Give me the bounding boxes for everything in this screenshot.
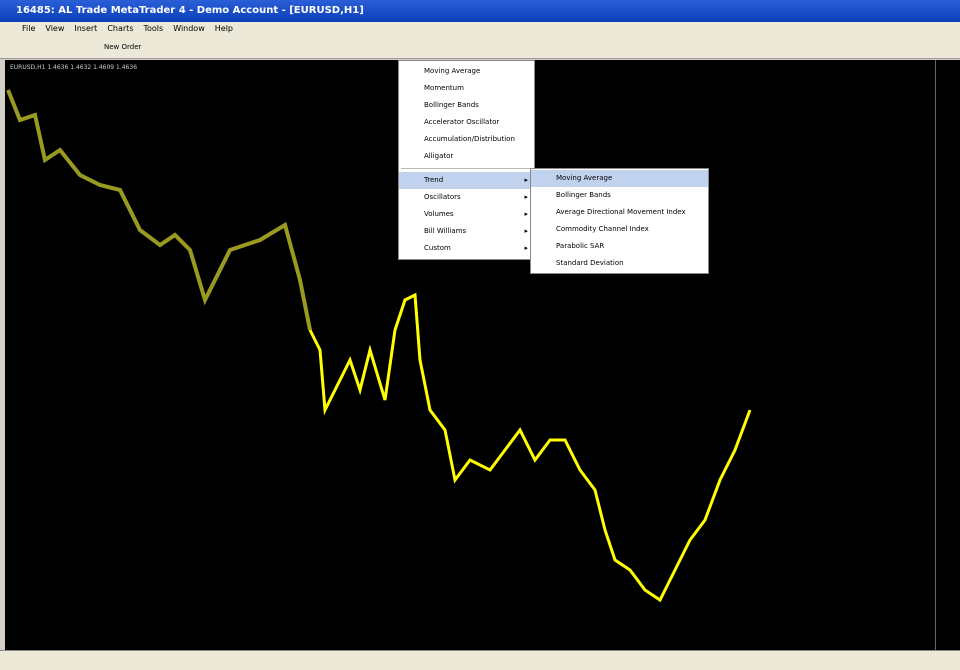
trend-submenu: Moving Average Bollinger Bands Average Dir… <box>530 168 709 274</box>
submenu-arrow: ▸ <box>524 193 528 201</box>
toolbar: New Order <box>0 36 960 59</box>
price-bars-old <box>6 89 312 331</box>
menu-item[interactable]: Bollinger Bands <box>424 101 479 109</box>
menu-item[interactable]: Insert <box>74 24 98 33</box>
submenu-item[interactable]: Trend ▸ <box>399 172 534 189</box>
menu-item[interactable]: Window <box>173 24 205 33</box>
menu-item[interactable]: Commodity Channel Index <box>556 225 649 233</box>
menu-item[interactable]: Bollinger Bands <box>556 191 611 199</box>
submenu-arrow: ▸ <box>524 227 528 235</box>
separator <box>401 168 532 169</box>
submenu-arrow: ▸ <box>524 176 528 184</box>
menu-item[interactable]: View <box>45 24 65 33</box>
submenu-item[interactable]: Oscillators ▸ <box>399 189 534 206</box>
menu-item[interactable]: Help <box>214 24 233 33</box>
new-order-button[interactable]: New Order <box>104 43 142 51</box>
menu-item[interactable]: Parabolic SAR <box>556 242 605 250</box>
price-axis <box>935 60 960 650</box>
menu-item[interactable]: Charts <box>107 24 134 33</box>
submenu-arrow: ▸ <box>524 210 528 218</box>
menu-item[interactable]: Standard Deviation <box>556 259 624 267</box>
price-plot <box>6 89 752 603</box>
submenu-item[interactable]: Bill Williams ▸ <box>399 223 534 240</box>
menu-item[interactable]: Momentum <box>424 84 464 92</box>
menu-item[interactable]: Moving Average <box>531 170 708 187</box>
menu-item[interactable]: File <box>22 24 36 33</box>
indicators-menu: Moving Average Momentum Bollinger Bands Acc… <box>398 60 535 260</box>
time-axis <box>0 650 960 670</box>
symbol-info: EURUSD,H1 1.4636 1.4632 1.4609 1.4636 <box>10 64 138 71</box>
submenu-arrow: ▸ <box>524 244 528 252</box>
menu-item[interactable]: Tools <box>143 24 164 33</box>
menu-item[interactable]: Accelerator Oscillator <box>424 118 500 126</box>
menu-item[interactable]: Average Directional Movement Index <box>556 208 686 216</box>
price-bars <box>308 292 752 603</box>
menu-item[interactable]: Moving Average <box>424 67 481 75</box>
title-bar: 16485: AL Trade MetaTrader 4 - Demo Acco… <box>0 0 960 22</box>
submenu-item[interactable]: Custom ▸ <box>399 240 534 257</box>
menu-item[interactable]: Accumulation/Distribution <box>424 135 515 143</box>
menu-bar: File View Insert Charts Tools Window Help <box>0 22 960 36</box>
submenu-item[interactable]: Volumes ▸ <box>399 206 534 223</box>
menu-item[interactable]: Alligator <box>424 152 454 160</box>
